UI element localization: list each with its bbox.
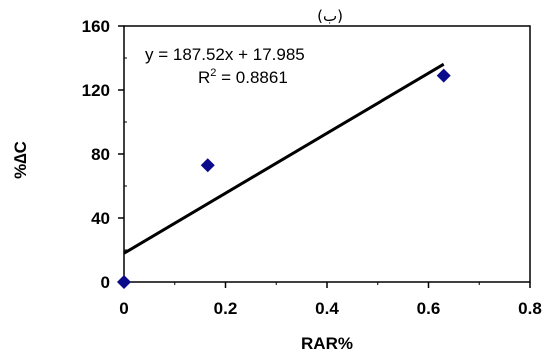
data-points xyxy=(117,68,451,289)
y-tick-label: 80 xyxy=(91,145,110,164)
data-point xyxy=(200,158,215,173)
trendline xyxy=(123,62,445,255)
y-axis-title: %∆C xyxy=(11,141,30,179)
x-tick-label: 0.6 xyxy=(417,299,441,318)
y-tick-label: 120 xyxy=(82,81,110,100)
r-squared: R2 = 0.8861 xyxy=(198,67,288,87)
x-tick-label: 0.8 xyxy=(518,299,542,318)
x-tick-label: 0.2 xyxy=(214,299,238,318)
tick-labels: 0 0.2 0.4 0.6 0.8 0 40 80 120 160 xyxy=(82,17,542,318)
x-axis-title: RAR% xyxy=(301,334,353,353)
r-squared-value: = 0.8861 xyxy=(216,68,287,87)
y-tick-label: 0 xyxy=(101,273,110,292)
plot-area-frame xyxy=(123,25,531,283)
y-tick-label: 160 xyxy=(82,17,110,36)
data-point xyxy=(436,68,451,83)
axes xyxy=(118,25,531,288)
x-tick-label: 0.4 xyxy=(315,299,339,318)
trend-equation: y = 187.52x + 17.985 xyxy=(145,45,305,64)
r-squared-superscript: 2 xyxy=(210,67,216,79)
panel-label: (ب) xyxy=(317,7,343,25)
y-tick-label: 40 xyxy=(91,209,110,228)
x-tick-label: 0 xyxy=(119,299,128,318)
r-squared-prefix: R xyxy=(198,68,210,87)
data-point xyxy=(117,275,131,289)
